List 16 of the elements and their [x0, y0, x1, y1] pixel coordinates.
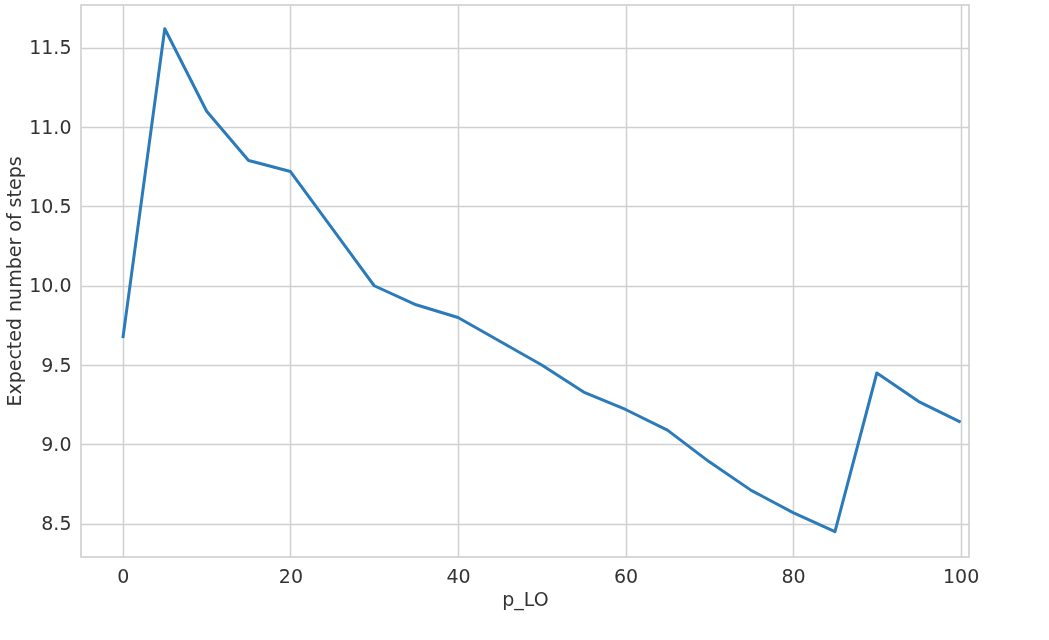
x-tick-label: 60 — [613, 564, 639, 587]
x-tick-label: 100 — [942, 564, 980, 587]
y-tick-label: 11.5 — [29, 36, 72, 59]
x-tick-label: 0 — [117, 564, 130, 587]
y-axis-title: Expected number of steps — [3, 156, 26, 407]
y-tick-label: 10.5 — [29, 194, 72, 217]
y-tick-label: 11.0 — [29, 115, 72, 138]
x-tick-label: 20 — [278, 564, 304, 587]
y-tick-label: 9.5 — [41, 353, 72, 376]
line-series — [121, 27, 963, 534]
x-tick-label: 80 — [781, 564, 806, 587]
y-tick-label: 8.5 — [41, 512, 72, 535]
y-tick-label: 9.0 — [41, 432, 72, 455]
x-tick-label: 40 — [446, 564, 471, 587]
y-tick-label: 10.0 — [29, 274, 72, 297]
x-axis-title: p_LO — [502, 587, 549, 611]
